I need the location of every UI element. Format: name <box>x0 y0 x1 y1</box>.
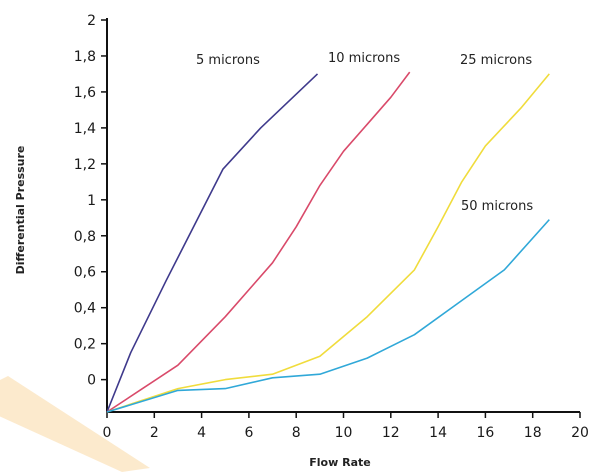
x-tick-label: 8 <box>292 425 301 441</box>
x-tick-label: 4 <box>197 425 206 441</box>
x-tick-label: 20 <box>571 425 589 441</box>
series-label-5-microns: 5 microns <box>196 53 260 68</box>
y-tick-label: 1,2 <box>74 157 96 173</box>
series-labels: 5 microns 10 microns 25 microns 50 microns <box>196 51 533 214</box>
x-tick-label: 10 <box>335 425 353 441</box>
x-axis-title: Flow Rate <box>309 456 370 469</box>
series-line-25-microns <box>106 73 550 413</box>
x-tick-label: 16 <box>476 425 494 441</box>
series-label-50-microns: 50 microns <box>461 199 533 214</box>
x-tick-label: 18 <box>524 425 542 441</box>
y-tick-label: 0,8 <box>74 229 96 245</box>
series-line-5-microns <box>106 73 319 413</box>
y-tick-label: 1,4 <box>74 121 96 137</box>
series-label-10-microns: 10 microns <box>328 51 400 66</box>
series-label-25-microns: 25 microns <box>460 53 532 68</box>
y-tick-label: 2 <box>87 13 96 29</box>
x-tick-label: 14 <box>429 425 447 441</box>
x-tick-label: 2 <box>150 425 159 441</box>
y-tick-label: 0,4 <box>74 301 96 317</box>
x-tick-label: 0 <box>103 425 112 441</box>
y-tick-label: 0,6 <box>74 265 96 281</box>
y-axis-title: Differential Pressure <box>14 146 27 275</box>
x-tick-label: 6 <box>244 425 253 441</box>
axes: 0 2 4 6 8 10 12 14 16 18 20 0 0,2 0,4 0,6 0,8 1 1,2 1,4 1,6… <box>74 13 589 441</box>
series-lines <box>106 71 550 413</box>
series-line-50-microns <box>106 219 550 413</box>
y-tick-label: 1,6 <box>74 85 96 101</box>
decorative-swoosh <box>0 376 150 472</box>
y-tick-label: 0 <box>87 373 96 389</box>
series-line-10-microns <box>106 71 411 413</box>
x-tick-label: 12 <box>382 425 400 441</box>
y-tick-label: 1,8 <box>74 49 96 65</box>
y-tick-label: 1 <box>87 193 96 209</box>
y-tick-label: 0,2 <box>74 337 96 353</box>
